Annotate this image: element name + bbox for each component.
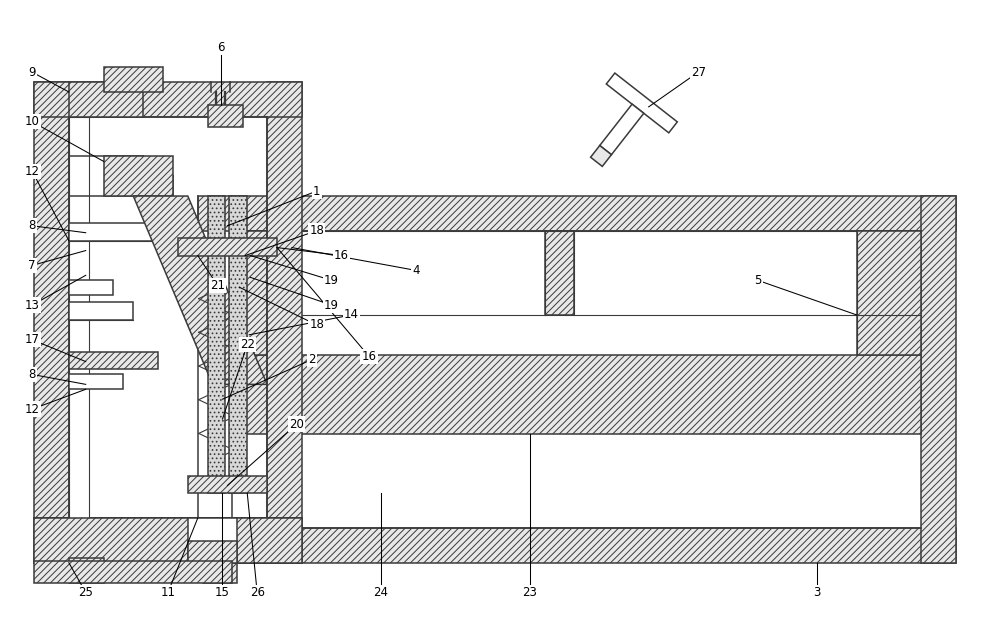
Bar [34, 82, 69, 518]
Bar [34, 82, 302, 117]
Text: 18: 18 [309, 318, 324, 331]
Bar [69, 82, 143, 117]
Bar [188, 541, 237, 562]
Text: 16: 16 [362, 350, 377, 363]
Text: 8: 8 [29, 219, 36, 232]
Polygon shape [606, 73, 677, 133]
Bar [69, 558, 104, 582]
Bar [198, 528, 956, 562]
Text: 23: 23 [522, 586, 537, 599]
Text: 16: 16 [334, 249, 349, 262]
Text: 25: 25 [78, 586, 93, 599]
Text: 13: 13 [25, 299, 40, 312]
Text: 11: 11 [160, 586, 175, 599]
Bar [104, 68, 163, 92]
Text: 2: 2 [308, 353, 315, 366]
Text: 17: 17 [25, 333, 40, 346]
Bar [198, 196, 956, 231]
Bar [69, 280, 113, 295]
Text: 24: 24 [374, 586, 389, 599]
Text: 14: 14 [344, 309, 359, 321]
Text: 7: 7 [28, 259, 36, 272]
Bar [188, 476, 267, 493]
Polygon shape [600, 104, 644, 154]
Text: 4: 4 [412, 264, 420, 277]
Text: 12: 12 [25, 402, 40, 416]
Bar [229, 196, 247, 493]
Text: 10: 10 [25, 115, 40, 128]
Text: 22: 22 [240, 338, 255, 351]
Text: 18: 18 [309, 224, 324, 238]
Bar [69, 352, 158, 369]
Bar [69, 374, 123, 389]
Bar [208, 196, 225, 493]
Polygon shape [591, 146, 611, 166]
Bar [34, 561, 232, 582]
Bar [178, 238, 277, 256]
Text: 3: 3 [813, 586, 821, 599]
Bar [69, 117, 89, 518]
Bar [69, 302, 133, 320]
Bar [34, 518, 302, 562]
Text: 8: 8 [29, 368, 36, 381]
Text: 19: 19 [324, 299, 339, 312]
Text: 21: 21 [210, 279, 225, 292]
Bar [208, 105, 243, 127]
Text: 19: 19 [324, 274, 339, 287]
Bar [34, 518, 302, 562]
Text: 1: 1 [313, 184, 320, 198]
Text: 5: 5 [754, 274, 761, 287]
Text: 20: 20 [289, 418, 304, 431]
Bar [267, 82, 302, 518]
Bar [545, 231, 574, 315]
Bar [857, 231, 921, 354]
Text: 15: 15 [215, 586, 230, 599]
Bar [232, 354, 921, 434]
Text: 26: 26 [250, 586, 265, 599]
Text: 12: 12 [25, 165, 40, 177]
Bar [104, 156, 173, 196]
Text: 9: 9 [28, 66, 36, 79]
Polygon shape [133, 196, 267, 384]
Bar [203, 558, 237, 582]
Text: 27: 27 [691, 66, 706, 79]
Bar [69, 222, 158, 241]
Bar [188, 518, 237, 562]
Bar [921, 196, 956, 562]
Text: 6: 6 [217, 41, 224, 54]
Bar [232, 231, 297, 354]
